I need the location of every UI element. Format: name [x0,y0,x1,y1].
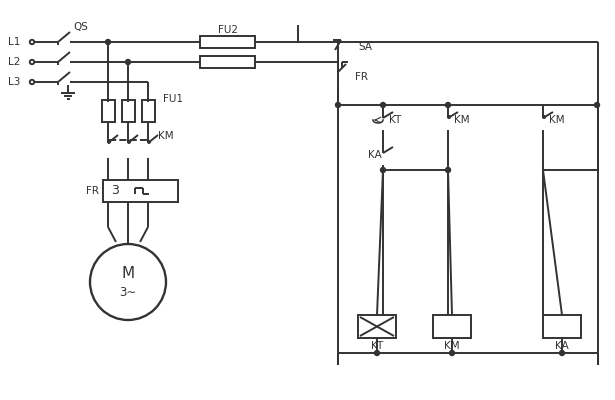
Text: 3∼: 3∼ [119,286,137,298]
Circle shape [125,60,130,64]
Circle shape [381,168,386,172]
Text: KM: KM [549,115,565,125]
Circle shape [148,141,150,143]
Bar [433,315,471,338]
Circle shape [106,40,111,44]
Text: FU2: FU2 [218,25,238,35]
Text: QS: QS [73,22,88,32]
Bar [102,100,115,122]
Bar [358,315,396,338]
Text: KM: KM [444,341,460,351]
Text: FR: FR [355,72,368,82]
Circle shape [445,168,451,172]
Circle shape [90,244,166,320]
Circle shape [542,116,546,118]
Bar [122,100,135,122]
Circle shape [450,350,454,356]
Circle shape [448,116,450,118]
Bar [543,315,581,338]
Text: L2: L2 [8,57,20,67]
Circle shape [445,102,451,108]
Text: KA: KA [555,341,569,351]
Bar [103,180,178,202]
Bar [142,100,155,122]
Circle shape [595,102,600,108]
Circle shape [381,102,386,108]
Bar [200,56,255,68]
Circle shape [375,350,379,356]
Circle shape [108,141,110,143]
Text: KM: KM [158,131,173,141]
Text: KT: KT [371,341,383,351]
Circle shape [560,350,565,356]
Text: L3: L3 [8,77,20,87]
Text: SA: SA [358,42,372,52]
Text: 3: 3 [111,184,119,196]
Text: KM: KM [454,115,470,125]
Text: M: M [121,266,135,282]
Text: L1: L1 [8,37,20,47]
Bar [200,36,255,48]
Text: FR: FR [86,186,99,196]
Circle shape [128,141,130,143]
Text: FU1: FU1 [163,94,183,104]
Text: KT: KT [389,115,401,125]
Text: KA: KA [368,150,382,160]
Circle shape [336,102,341,108]
